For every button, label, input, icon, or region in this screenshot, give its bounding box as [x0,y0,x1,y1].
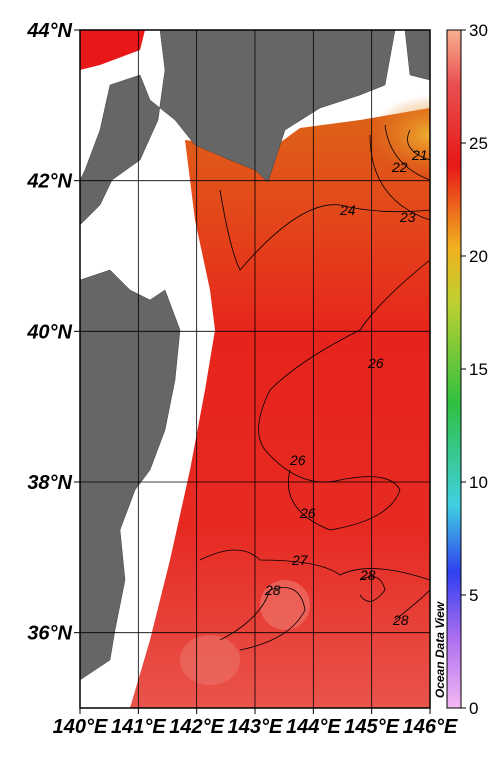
colorbar-label: 15 [469,360,488,379]
x-tick-label: 145°E [344,716,399,738]
colorbar [446,29,462,709]
contour-line [359,576,386,602]
y-tick-label: 36°N [27,623,72,645]
colorbar-label: 5 [469,586,478,605]
contour-line [384,124,430,181]
x-tick-label: 146°E [403,716,458,738]
y-tick-label: 44°N [26,20,72,42]
sea-field [80,30,145,70]
contour-label: 27 [291,552,309,568]
contour-label: 24 [339,202,356,218]
contour-label: 26 [299,505,316,521]
contour-line [407,129,430,161]
y-tick-label: 42°N [26,171,72,193]
y-tick-label: 40°N [26,321,72,343]
colorbar-label: 20 [469,247,488,266]
contour-label: 28 [264,582,281,598]
land [80,269,181,681]
colorbar-label: 30 [469,21,488,40]
y-tick-label: 38°N [27,472,72,494]
x-tick-label: 140°E [53,716,108,738]
contour-line [199,549,430,581]
x-tick-label: 142°E [169,716,224,738]
contour-label: 23 [399,209,416,225]
contour-label: 28 [392,612,409,628]
x-tick-label: 143°E [228,716,283,738]
warm-patch [370,95,430,175]
contour-label: 26 [367,355,384,371]
land [404,30,430,81]
warm-patch [180,635,240,685]
map-area: 21 22 23 24 26 26 26 27 28 28 28 [80,30,430,708]
colorbar-label: 10 [469,473,488,492]
contour-label: 28 [359,567,376,583]
x-tick-label: 141°E [111,716,166,738]
colorbar-label: 25 [469,134,488,153]
land [80,30,396,226]
contour-line [258,259,430,531]
contour-line [219,587,306,651]
contour-line [394,589,430,621]
contour-line [219,189,430,271]
contours [199,124,430,651]
x-tick-label: 144°E [286,716,341,738]
contour-label: 26 [289,452,306,468]
contour-line [369,134,430,221]
watermark: Ocean Data View [433,601,447,698]
colorbar-label: 0 [469,699,478,718]
contour-label: 22 [391,159,408,175]
contour-label: 21 [411,147,428,163]
